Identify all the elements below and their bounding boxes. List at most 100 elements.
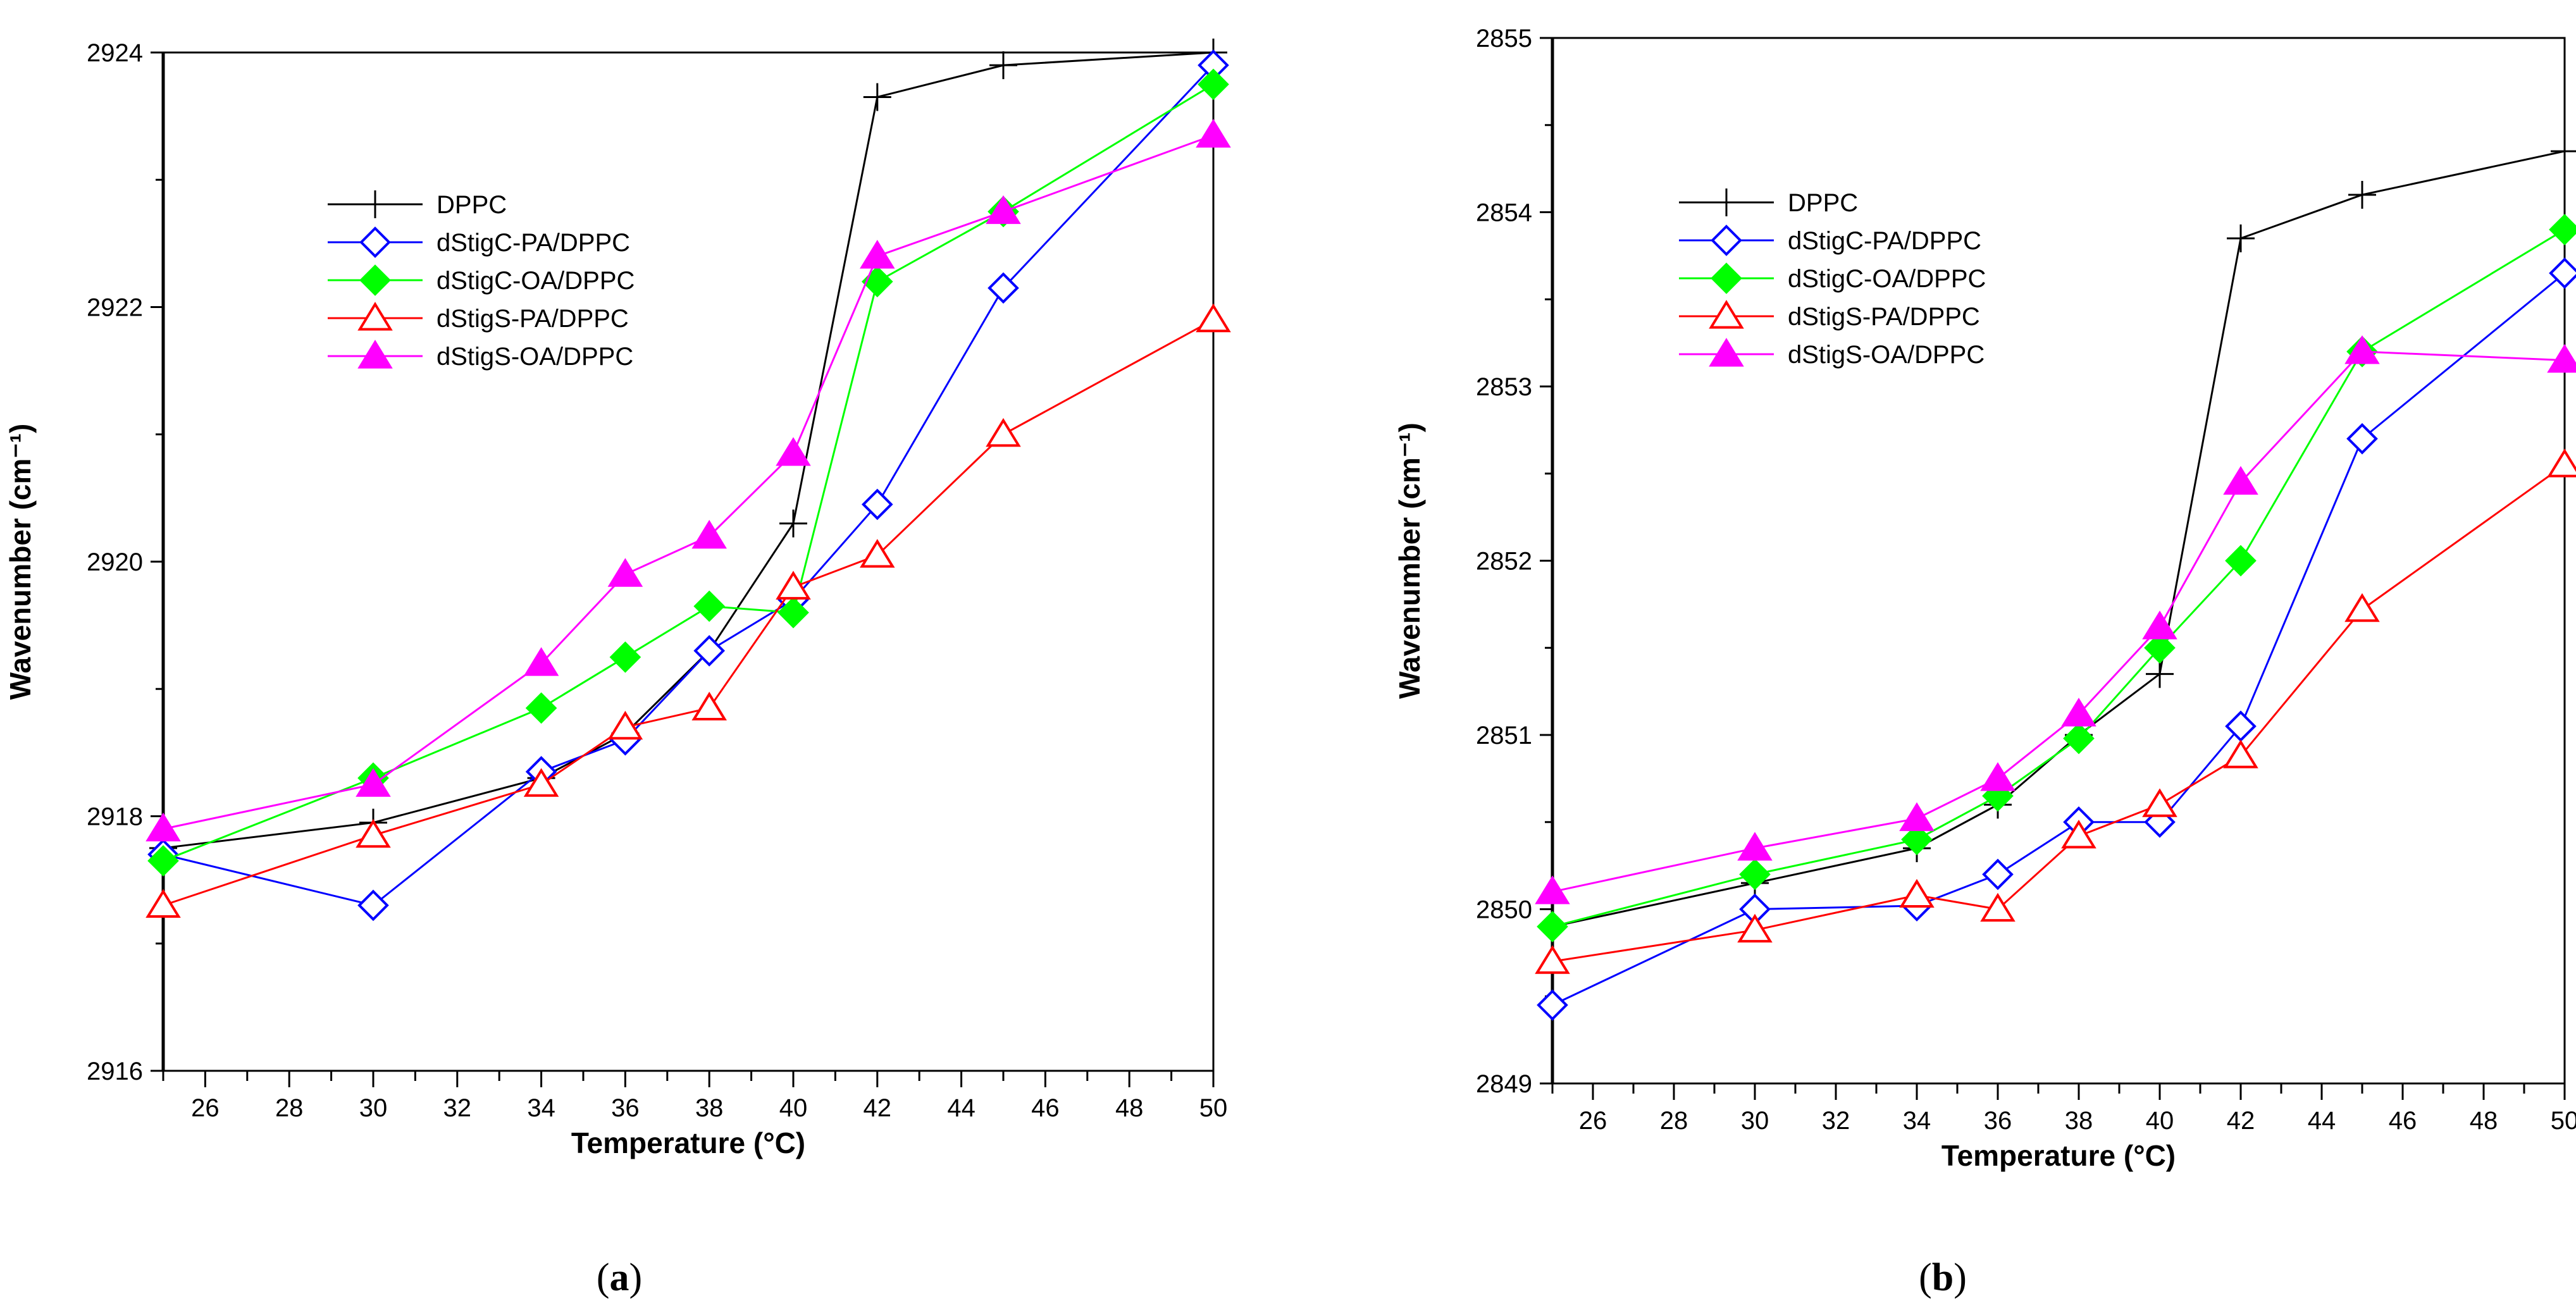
charta-series-line <box>163 83 1214 862</box>
charta-data-point <box>986 195 1021 225</box>
chartb-legend-label: dStigS-PA/DPPC <box>1788 303 1980 331</box>
charta-data-point <box>989 51 1017 80</box>
chartb-caption: (b) <box>1919 1256 1967 1299</box>
charta-caption: (a) <box>597 1256 642 1299</box>
chartb-data-point <box>1535 945 1570 974</box>
chart-panel-b: 2849 2850 2851 2852 2853 2854 2855 26 28 30 32 34 36… <box>1288 0 2576 1308</box>
charta-data-point <box>776 437 811 466</box>
charta-x-tick-label: 32 <box>443 1094 472 1122</box>
chart-panel-a: 2916 2918 2920 2922 2924 26 28 30 32 34 36 38 40 42 44… <box>4 39 1231 1299</box>
charta-legend-label: dStigC-OA/DPPC <box>437 267 635 295</box>
charta-data-point <box>1196 303 1231 333</box>
charta-x-tick-label: 46 <box>1031 1094 1060 1122</box>
chartb-y-tick-label: 2855 <box>1476 25 1532 52</box>
charta-data-point <box>986 417 1021 447</box>
charta-data-point <box>146 889 181 918</box>
chartb-data-point <box>2144 632 2176 664</box>
charta-data-point <box>777 596 809 629</box>
charta-x-tick-label: 28 <box>275 1094 304 1122</box>
charta-legend-marker <box>357 302 393 331</box>
chartb-legend-label: dStigC-PA/DPPC <box>1788 227 1981 255</box>
chartb-data-point <box>2227 224 2255 252</box>
chartb-series-2 <box>1537 214 2576 942</box>
charta-y-tick-label: 2920 <box>87 548 143 576</box>
charta-series-line <box>163 51 1214 849</box>
chartb-data-point <box>2225 710 2257 743</box>
charta-data-point <box>1196 118 1231 148</box>
charta-x-tick-label: 30 <box>359 1094 388 1122</box>
chartb-data-point <box>2549 214 2576 245</box>
chartb-x-tick-label: 44 <box>2308 1107 2336 1135</box>
chartb-x-tick-label: 30 <box>1741 1107 1769 1135</box>
charta-data-point <box>1198 68 1229 101</box>
chartb-data-point <box>1982 858 2014 891</box>
chartb-legend-marker <box>1711 225 1742 256</box>
chartb-x-tick-label: 50 <box>2551 1107 2576 1135</box>
charta-x-tick-label: 42 <box>864 1094 892 1122</box>
charta-x-tick-label: 38 <box>695 1094 724 1122</box>
charta-data-point <box>693 590 726 622</box>
chartb-series-3 <box>1535 448 2576 974</box>
charta-y-tick-label: 2918 <box>87 803 143 831</box>
chartb-y-tick-label: 2854 <box>1476 199 1532 227</box>
charta-legend-label: dStigC-PA/DPPC <box>437 229 630 257</box>
chart-a-svg: 2916 2918 2920 2922 2924 26 28 30 32 34 36 38 40 42 44… <box>4 39 1231 1299</box>
charta-data-point <box>147 845 179 877</box>
charta-data-point <box>146 812 181 842</box>
chartb-data-point <box>1980 892 2016 922</box>
chartb-data-point <box>2223 739 2258 768</box>
chartb-plot-frame <box>1551 37 2566 1085</box>
chartb-x-tick-label: 38 <box>2065 1107 2093 1135</box>
chartb-y-tick-label: 2849 <box>1476 1070 1532 1098</box>
chartb-data-point <box>2346 423 2378 455</box>
chartb-data-point <box>2551 137 2576 166</box>
chartb-data-point <box>1537 989 1568 1021</box>
charta-legend-marker <box>359 226 391 258</box>
charta-legend: DPPC dStigC-PA/DPPC dStigC-OA/DPPC dStigS-P… <box>328 190 635 371</box>
charta-series-2 <box>147 68 1229 877</box>
chartb-data-point <box>1737 913 1773 943</box>
charta-legend-label: DPPC <box>437 191 507 219</box>
charta-legend-label: dStigS-PA/DPPC <box>437 305 629 333</box>
charta-data-point <box>863 83 891 111</box>
charta-x-tick-label: 40 <box>779 1094 808 1122</box>
chartb-legend-marker <box>1711 262 1742 294</box>
charta-data-point <box>861 488 893 521</box>
chartb-data-point <box>2061 698 2096 727</box>
charta-y-tick-label: 2916 <box>87 1058 143 1085</box>
charta-data-point <box>779 509 807 538</box>
chartb-data-point <box>1739 858 1771 891</box>
chartb-data-point <box>1899 802 1935 831</box>
charta-series-line <box>163 134 1214 830</box>
chartb-data-point <box>1537 911 1568 942</box>
chartb-data-point <box>2344 593 2380 622</box>
charta-data-point <box>693 635 726 667</box>
chartb-x-axis-title: Temperature (°C) <box>1941 1139 2176 1172</box>
charta-data-point <box>525 692 557 724</box>
chartb-data-point <box>2344 335 2380 364</box>
chartb-series-4 <box>1535 335 2576 904</box>
chart-b-svg: 2849 2850 2851 2852 2853 2854 2855 26 28 30 32 34 36… <box>1393 25 2576 1299</box>
chartb-x-tick-label: 32 <box>1822 1107 1850 1135</box>
chartb-data-point <box>1901 824 1933 856</box>
chartb-series-line <box>1552 228 2565 928</box>
charta-data-point <box>860 240 895 269</box>
charta-data-point <box>607 710 643 740</box>
charta-data-point <box>861 266 893 298</box>
charta-plot-frame <box>162 51 1215 1072</box>
charta-series-0 <box>149 39 1227 862</box>
charta-x-tick-label: 50 <box>1199 1094 1228 1122</box>
chartb-legend-marker <box>1709 338 1744 367</box>
charta-series-line <box>163 319 1214 906</box>
chartb-series-line <box>1552 150 2565 928</box>
chartb-data-point <box>1899 879 1935 908</box>
chartb-data-point <box>2061 819 2096 849</box>
charta-x-tick-label: 34 <box>527 1094 555 1122</box>
charta-legend-label: dStigS-OA/DPPC <box>437 343 633 371</box>
chartb-x-tick-label: 46 <box>2389 1107 2417 1135</box>
charta-series-1 <box>147 49 1229 922</box>
charta-x-tick-label: 48 <box>1115 1094 1144 1122</box>
charta-y-tick-label: 2922 <box>87 294 143 322</box>
chartb-y-axis-title: Wavenumber (cm⁻¹) <box>1393 423 1426 699</box>
chartb-x-tick-label: 48 <box>2470 1107 2498 1135</box>
